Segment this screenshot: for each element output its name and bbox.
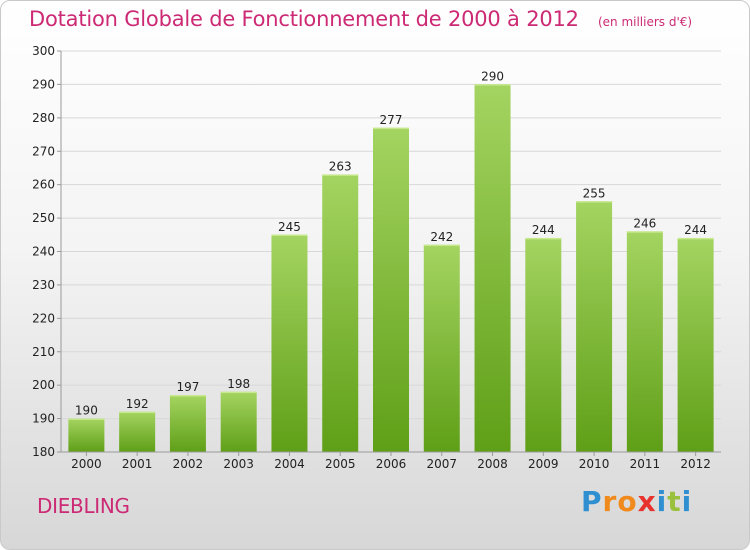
x-tick-label: 2007: [426, 457, 457, 471]
y-tick-label: 200: [32, 378, 55, 392]
logo-letter: t: [667, 485, 682, 518]
x-tick-label: 2002: [173, 457, 204, 471]
proxiti-logo[interactable]: Proxiti: [581, 485, 692, 518]
bar-2012: [677, 238, 714, 452]
y-tick-label: 250: [32, 211, 55, 225]
y-tick-label: 190: [32, 412, 55, 426]
bar-2004: [271, 234, 308, 452]
logo-letter: i: [681, 485, 693, 518]
bar-2011: [626, 231, 663, 452]
bar-2002: [169, 395, 206, 452]
x-tick-label: 2006: [376, 457, 407, 471]
title-row: Dotation Globale de Fonctionnement de 20…: [29, 7, 692, 31]
x-tick-label: 2009: [528, 457, 559, 471]
value-label: 246: [633, 216, 656, 230]
bar-2003: [220, 391, 257, 452]
bar-2010: [576, 201, 613, 452]
bar-2009: [525, 238, 562, 452]
value-label: 192: [126, 397, 149, 411]
value-label: 244: [532, 223, 555, 237]
axes: 180 190 200 210 220 230 240 250 260 270 280 290 300 2…: [32, 44, 721, 471]
town-name: DIEBLING: [37, 494, 130, 518]
logo-letter: o: [617, 485, 638, 518]
bar-2008: [474, 84, 511, 453]
value-label: 255: [583, 186, 606, 200]
value-label: 263: [329, 160, 352, 174]
bar-2006: [373, 127, 409, 452]
value-label: 242: [430, 230, 453, 244]
value-label: 198: [227, 377, 250, 391]
bar-2007: [423, 244, 460, 452]
logo-letter: i: [656, 485, 668, 518]
y-tick-label: 230: [32, 278, 55, 292]
y-tick-label: 290: [32, 77, 55, 91]
value-labels: 190 192 197 198 245 263 277 242 290 244 255 246 244: [75, 69, 707, 417]
bar-2005: [322, 174, 359, 452]
logo-letter: P: [581, 485, 603, 518]
bar-2000: [68, 418, 105, 452]
chart-subtitle: (en milliers d'€): [597, 15, 693, 29]
y-tick-label: 240: [32, 245, 55, 259]
x-tick-label: 2008: [477, 457, 508, 471]
x-tick-label: 2000: [71, 457, 102, 471]
y-tick-label: 220: [32, 311, 55, 325]
value-label: 245: [278, 220, 301, 234]
logo-letter: r: [602, 485, 618, 518]
y-tick-label: 280: [32, 111, 55, 125]
bars: [68, 84, 714, 453]
value-label: 197: [176, 380, 199, 394]
y-tick-label: 180: [32, 445, 55, 459]
y-tick-label: 210: [32, 345, 55, 359]
value-label: 244: [684, 223, 707, 237]
x-tick-label: 2001: [122, 457, 153, 471]
x-tick-label: 2004: [274, 457, 305, 471]
value-label: 290: [481, 69, 504, 83]
x-tick-label: 2005: [325, 457, 356, 471]
value-label: 277: [380, 113, 403, 127]
y-tick-label: 260: [32, 178, 55, 192]
y-tick-label: 300: [32, 44, 55, 58]
chart-title: Dotation Globale de Fonctionnement de 20…: [29, 7, 579, 31]
logo-letter: x: [637, 485, 657, 518]
x-tick-label: 2011: [630, 457, 661, 471]
y-tick-label: 270: [32, 144, 55, 158]
value-label: 190: [75, 404, 98, 418]
x-tick-label: 2010: [579, 457, 610, 471]
x-tick-label: 2012: [680, 457, 711, 471]
x-tick-label: 2003: [223, 457, 254, 471]
bar-2001: [119, 411, 156, 452]
